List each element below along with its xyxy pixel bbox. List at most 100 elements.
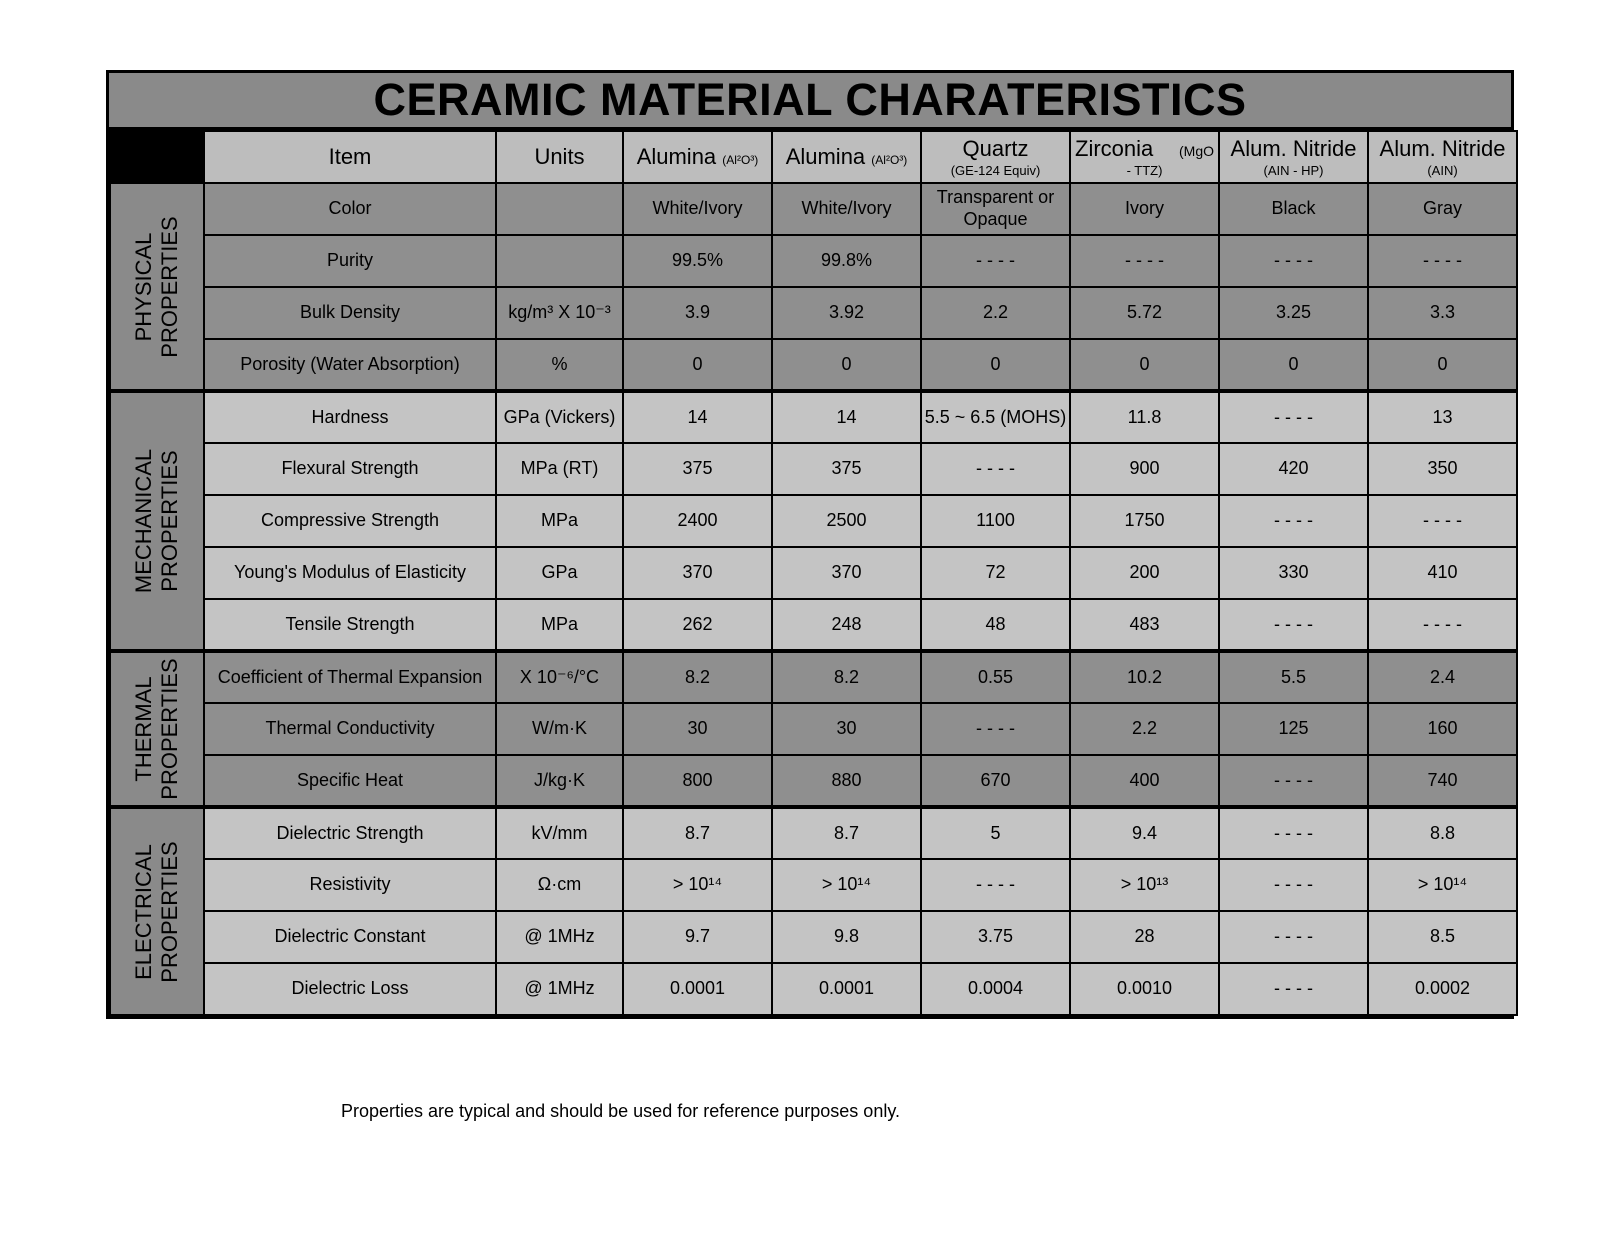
table-row: Bulk Density kg/m³ X 10⁻³ 3.9 3.92 2.2 5.72 3.… (110, 286, 1518, 340)
material-name: Alum. Nitride (1230, 135, 1357, 161)
value-cell: 2.2 (920, 286, 1071, 340)
value-cell: - - - - (920, 234, 1071, 288)
value-cell: 900 (1069, 442, 1220, 496)
value-cell: 330 (1218, 546, 1369, 600)
section-label: MECHANICAL PROPERTIES (131, 448, 182, 594)
value-cell: - - - - (1218, 598, 1369, 652)
table-row: MECHANICAL PROPERTIES Hardness GPa (Vickers… (109, 389, 1518, 652)
property-unit: kV/mm (495, 805, 624, 860)
value-cell: - - - - (1218, 754, 1369, 808)
value-cell: 740 (1367, 754, 1518, 808)
value-cell: 8.2 (622, 649, 773, 704)
value-cell: - - - - (1367, 598, 1518, 652)
property-unit (495, 182, 624, 236)
value-cell: 5.72 (1069, 286, 1220, 340)
material-formula: (Al²O³) (722, 152, 759, 167)
value-cell: 5.5 (1218, 649, 1369, 704)
value-cell: 0 (1367, 338, 1518, 392)
value-cell: 0.0010 (1069, 962, 1220, 1016)
property-unit: @ 1MHz (495, 910, 624, 964)
value-cell: 483 (1069, 598, 1220, 652)
value-cell: 28 (1069, 910, 1220, 964)
table-row: Specific Heat J/kg·K 800 880 670 400- - - -74… (110, 754, 1518, 808)
table-row: Porosity (Water Absorption)% 0 0 0 0 0 0 (110, 338, 1518, 392)
property-name: Tensile Strength (203, 598, 497, 652)
value-cell: > 10¹⁴ (622, 858, 773, 912)
material-subtitle: - TTZ) (1126, 162, 1163, 178)
value-cell: 125 (1218, 702, 1369, 756)
value-cell: Transparent or Opaque (920, 182, 1071, 236)
value-cell: 30 (771, 702, 922, 756)
header-material-2: Alumina (Al²O³) (771, 130, 922, 184)
table-body: PHYSICAL PROPERTIES Color White/Ivory White/… (109, 182, 1518, 1016)
header-material-6: Alum. Nitride (AIN) (1367, 130, 1518, 184)
header-corner (109, 130, 205, 184)
property-name: Young's Modulus of Elasticity (203, 546, 497, 600)
table-row: Purity 99.5% 99.8% - - - -- - - -- - - -- -… (110, 234, 1518, 288)
property-name: Purity (203, 234, 497, 288)
value-cell: 0 (771, 338, 922, 392)
properties-table: Item Units Alumina (Al²O³) Alumina (Al²O… (109, 130, 1518, 1016)
value-cell: 880 (771, 754, 922, 808)
property-name: Dielectric Loss (203, 962, 497, 1016)
value-cell: 3.25 (1218, 286, 1369, 340)
value-cell: 3.92 (771, 286, 922, 340)
value-cell: 8.7 (771, 805, 922, 860)
material-formula: (Al²O³) (871, 152, 908, 167)
header-material-3: Quartz (GE-124 Equiv) (920, 130, 1071, 184)
property-unit: X 10⁻⁶/°C (495, 649, 624, 704)
value-cell: 800 (622, 754, 773, 808)
header-material-5: Alum. Nitride (AIN - HP) (1218, 130, 1369, 184)
value-cell: 5 (920, 805, 1071, 860)
value-cell: 0.0004 (920, 962, 1071, 1016)
property-name: Flexural Strength (203, 442, 497, 496)
section-label: THERMAL PROPERTIES (131, 658, 182, 800)
value-cell: 2.2 (1069, 702, 1220, 756)
section-label-cell: MECHANICAL PROPERTIES (109, 389, 205, 652)
table-row: PHYSICAL PROPERTIES Color White/Ivory White/… (109, 182, 1518, 392)
value-cell: 99.8% (771, 234, 922, 288)
value-cell: 160 (1367, 702, 1518, 756)
material-name: Alum. Nitride (1379, 135, 1506, 161)
property-unit: MPa (495, 494, 624, 548)
property-unit: Ω·cm (495, 858, 624, 912)
value-cell: - - - - (1218, 805, 1369, 860)
value-cell: 2.4 (1367, 649, 1518, 704)
value-cell: 30 (622, 702, 773, 756)
value-cell: 0 (622, 338, 773, 392)
value-cell: - - - - (1367, 234, 1518, 288)
value-cell: 9.7 (622, 910, 773, 964)
section-label-cell: ELECTRICAL PROPERTIES (109, 805, 205, 1016)
value-cell: 13 (1367, 389, 1518, 444)
property-name: Bulk Density (203, 286, 497, 340)
header-row: Item Units Alumina (Al²O³) Alumina (Al²O… (109, 130, 1518, 184)
value-cell: 0 (1069, 338, 1220, 392)
footnote: Properties are typical and should be use… (341, 1101, 900, 1121)
material-subtitle: (AIN - HP) (1263, 162, 1324, 178)
value-cell: 410 (1367, 546, 1518, 600)
property-unit: @ 1MHz (495, 962, 624, 1016)
value-cell: 0.0002 (1367, 962, 1518, 1016)
value-cell: > 10¹⁴ (771, 858, 922, 912)
material-formula: (MgO (1179, 142, 1214, 159)
value-cell: 9.8 (771, 910, 922, 964)
property-unit: MPa (495, 598, 624, 652)
table-row: Young's Modulus of Elasticity GPa 370 370 72… (110, 546, 1518, 600)
table-row: THERMAL PROPERTIES Coefficient of Thermal … (109, 649, 1518, 808)
value-cell: 670 (920, 754, 1071, 808)
property-unit: W/m·K (495, 702, 624, 756)
material-subtitle: (AIN) (1427, 162, 1458, 178)
property-name: Porosity (Water Absorption) (203, 338, 497, 392)
value-cell: 420 (1218, 442, 1369, 496)
value-cell: 8.5 (1367, 910, 1518, 964)
table-row: Flexural Strength MPa (RT) 375 375- - - -90… (110, 442, 1518, 496)
value-cell: 200 (1069, 546, 1220, 600)
section-label: PHYSICAL PROPERTIES (131, 215, 182, 358)
section-label-cell: PHYSICAL PROPERTIES (109, 182, 205, 392)
value-cell: 370 (622, 546, 773, 600)
material-name: Quartz (962, 135, 1029, 161)
header-material-1: Alumina (Al²O³) (622, 130, 773, 184)
value-cell: 375 (622, 442, 773, 496)
property-unit: % (495, 338, 624, 392)
material-name: Zirconia (1075, 135, 1154, 161)
